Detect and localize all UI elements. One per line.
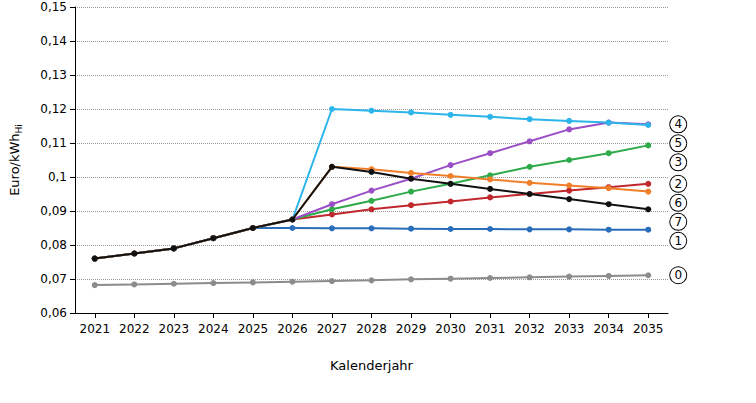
svg-text:5: 5	[674, 136, 682, 150]
svg-text:2022: 2022	[119, 322, 150, 336]
svg-text:2028: 2028	[356, 322, 387, 336]
svg-text:0,14: 0,14	[40, 34, 67, 48]
svg-text:2: 2	[674, 177, 682, 191]
svg-text:0,06: 0,06	[40, 306, 67, 320]
svg-text:2034: 2034	[593, 322, 624, 336]
svg-text:6: 6	[674, 196, 682, 210]
svg-text:0,12: 0,12	[40, 102, 67, 116]
svg-text:2032: 2032	[514, 322, 545, 336]
svg-text:Hi: Hi	[14, 124, 24, 133]
svg-text:Euro/kWh: Euro/kWh	[7, 133, 22, 195]
svg-text:0,13: 0,13	[40, 68, 67, 82]
svg-text:3: 3	[674, 155, 682, 169]
svg-text:1: 1	[674, 234, 682, 248]
svg-text:2035: 2035	[633, 322, 664, 336]
svg-text:2023: 2023	[159, 322, 190, 336]
svg-text:2030: 2030	[435, 322, 466, 336]
svg-text:0,08: 0,08	[40, 238, 67, 252]
svg-text:2021: 2021	[79, 322, 110, 336]
svg-text:2033: 2033	[554, 322, 585, 336]
svg-text:2029: 2029	[396, 322, 427, 336]
svg-text:2027: 2027	[317, 322, 348, 336]
svg-text:0,1: 0,1	[48, 170, 67, 184]
svg-text:2026: 2026	[277, 322, 308, 336]
svg-text:7: 7	[674, 215, 682, 229]
svg-text:Kalenderjahr: Kalenderjahr	[330, 358, 414, 373]
svg-text:2024: 2024	[198, 322, 229, 336]
svg-text:0,15: 0,15	[40, 0, 67, 14]
svg-text:0,11: 0,11	[40, 136, 67, 150]
svg-text:4: 4	[674, 117, 682, 131]
svg-text:2031: 2031	[475, 322, 506, 336]
svg-text:2025: 2025	[238, 322, 269, 336]
svg-text:0,09: 0,09	[40, 204, 67, 218]
svg-text:0: 0	[674, 268, 682, 282]
svg-text:0,07: 0,07	[40, 272, 67, 286]
